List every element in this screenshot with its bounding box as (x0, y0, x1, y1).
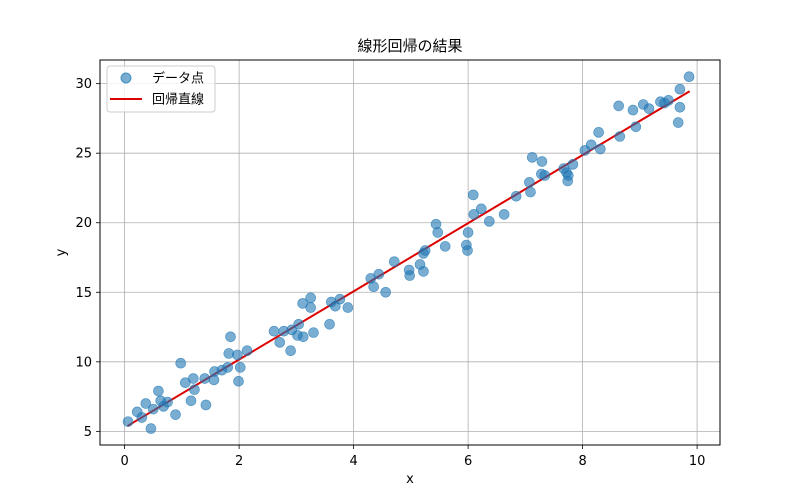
y-tick-label: 5 (84, 425, 92, 440)
data-point (241, 345, 253, 356)
data-point (595, 143, 606, 155)
data-point (672, 117, 684, 128)
data-point (170, 409, 181, 420)
data-point (305, 302, 316, 313)
data-point (683, 71, 695, 82)
data-point (368, 281, 379, 293)
data-point (674, 101, 686, 113)
data-point (419, 245, 431, 256)
data-point (388, 256, 400, 267)
legend-label-line: 回帰直線 (152, 92, 204, 108)
data-point (630, 121, 642, 133)
scatter-points-layer (122, 71, 695, 434)
data-point (525, 186, 536, 198)
x-axis-label: x (406, 472, 414, 487)
data-point (593, 127, 604, 138)
legend: データ点 回帰直線 (106, 65, 216, 113)
data-point (462, 227, 474, 238)
data-point (175, 357, 187, 369)
data-point (373, 268, 385, 280)
x-tick-label: 4 (349, 454, 357, 469)
x-tick-label: 0 (120, 454, 128, 469)
x-tick-label: 8 (578, 454, 586, 469)
data-point (268, 325, 280, 337)
data-point (185, 395, 197, 407)
data-point (199, 373, 211, 384)
x-axis-ticks: 0 2 4 6 8 10 (120, 445, 705, 469)
data-point (567, 159, 579, 170)
data-point (643, 103, 655, 114)
data-point (380, 286, 391, 298)
data-point (234, 362, 246, 373)
data-point (674, 83, 686, 95)
y-tick-label: 25 (75, 147, 92, 162)
legend-box (106, 65, 216, 113)
data-point (308, 327, 319, 338)
chart-title: 線形回帰の結果 (357, 37, 462, 55)
data-point (462, 245, 473, 256)
data-point (613, 100, 624, 112)
y-tick-label: 10 (75, 355, 92, 370)
data-point (510, 191, 522, 202)
data-point (122, 416, 134, 427)
data-point (297, 331, 309, 343)
legend-label-scatter: データ点 (152, 71, 204, 87)
legend-scatter-marker (120, 72, 132, 84)
data-point (585, 139, 597, 151)
y-axis-label: y (54, 248, 69, 256)
y-tick-label: 15 (75, 286, 92, 301)
data-point (404, 270, 416, 281)
data-point (614, 131, 626, 142)
plot-area-frame (99, 59, 721, 446)
data-point (342, 302, 354, 313)
data-point (225, 331, 236, 343)
data-point (153, 385, 164, 397)
data-point (536, 156, 548, 167)
x-tick-label: 2 (235, 454, 243, 469)
data-point (222, 362, 233, 373)
data-point (189, 384, 200, 395)
data-point (467, 189, 479, 201)
data-point (334, 293, 346, 305)
data-point (324, 318, 335, 330)
x-tick-label: 10 (689, 454, 706, 469)
data-point (526, 152, 538, 163)
data-point (145, 423, 157, 434)
data-point (162, 396, 173, 408)
y-tick-label: 30 (75, 77, 92, 92)
data-point (188, 373, 199, 384)
data-point (524, 177, 535, 188)
data-point (305, 292, 316, 304)
data-point (539, 170, 551, 181)
data-point (285, 345, 296, 356)
data-point (233, 375, 244, 387)
y-tick-label: 20 (75, 216, 92, 231)
data-point (200, 399, 212, 411)
grid (100, 60, 720, 445)
data-point (468, 209, 480, 220)
data-point (498, 209, 510, 220)
data-point (293, 318, 304, 330)
data-point (232, 349, 243, 361)
data-point (483, 216, 495, 227)
data-point (147, 403, 159, 415)
data-point (475, 203, 487, 215)
data-point (418, 266, 429, 277)
data-point (432, 227, 444, 238)
data-point (140, 398, 152, 409)
data-point (136, 412, 148, 423)
data-point (562, 170, 574, 181)
x-tick-label: 6 (464, 454, 472, 469)
data-point (627, 104, 639, 116)
data-point (439, 241, 451, 252)
data-point (663, 95, 674, 106)
y-axis-ticks: 5 10 15 20 25 30 (75, 77, 100, 440)
data-point (274, 337, 286, 348)
